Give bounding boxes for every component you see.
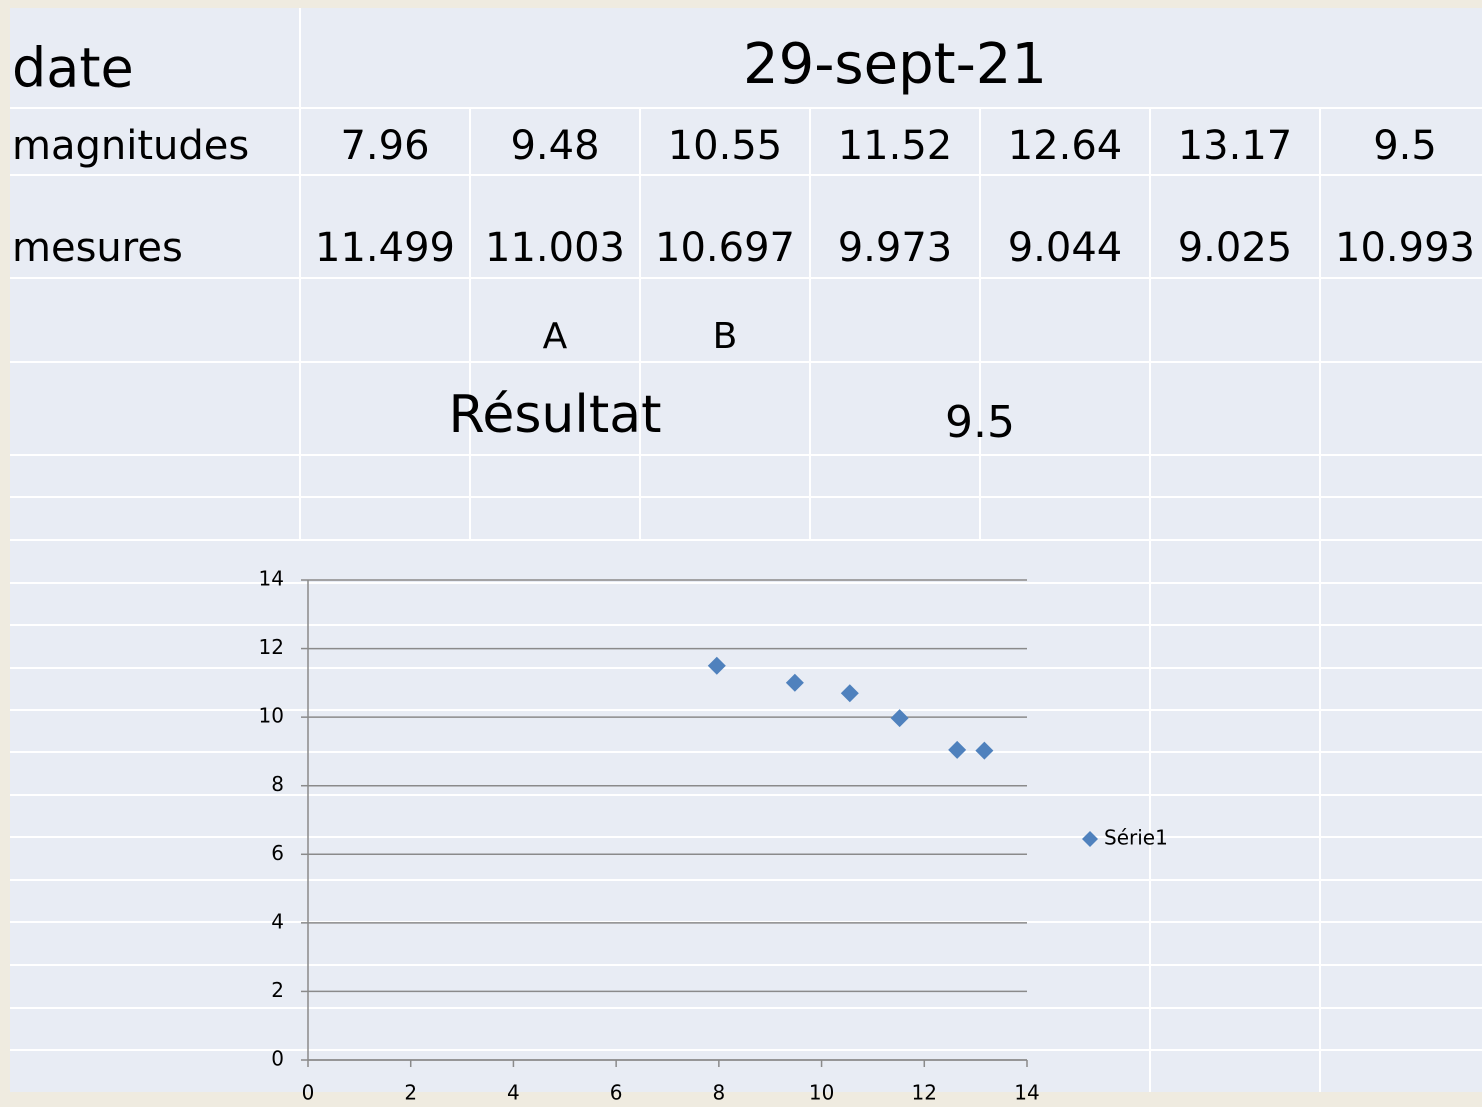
data-point	[975, 741, 994, 760]
y-tick-label: 6	[271, 841, 284, 865]
cell-value: 11.52	[838, 123, 953, 169]
cell-value: 11.499	[315, 225, 455, 271]
cell-value: 9.973	[838, 225, 953, 271]
x-tick-label: 6	[610, 1081, 623, 1105]
data-point	[890, 709, 909, 728]
marker-label: B	[713, 316, 738, 357]
data-point	[707, 656, 726, 675]
cell-value: 9.5	[1373, 123, 1437, 169]
x-tick-label: 10	[809, 1081, 834, 1105]
cell-value: 9.025	[1178, 225, 1293, 271]
sheet-content: date 29-sept-21 magnitudes 7.96 9.48 10.55 11.…	[12, 32, 1475, 448]
cell-value: 10.697	[655, 225, 795, 271]
y-tick-label: 10	[259, 704, 284, 728]
cell-value: 9.48	[510, 123, 599, 169]
data-point	[785, 673, 804, 692]
y-tick-label: 4	[271, 909, 284, 933]
legend-label: Série1	[1104, 826, 1168, 850]
y-tick-label: 14	[259, 567, 284, 591]
x-tick-label: 8	[712, 1081, 725, 1105]
chart: 0 2 4 6 8 10 12 14 0 2 4 6 8 10 12 14 Série1	[259, 567, 1168, 1105]
date-value: 29-sept-21	[743, 32, 1047, 97]
row-label: mesures	[12, 225, 183, 271]
data-point	[948, 740, 967, 759]
cell-grid	[10, 8, 1482, 1092]
x-tick-label: 4	[507, 1081, 520, 1105]
marker-label: A	[543, 316, 568, 357]
x-tick-label: 0	[302, 1081, 315, 1105]
sheet-background	[10, 8, 1482, 1092]
y-tick-label: 2	[271, 978, 284, 1002]
cell-value: 13.17	[1178, 123, 1293, 169]
result-value: 9.5	[945, 397, 1015, 448]
y-tick-label: 8	[271, 772, 284, 796]
x-tick-label: 12	[912, 1081, 937, 1105]
y-tick-label: 12	[259, 635, 284, 659]
x-tick-label: 2	[404, 1081, 417, 1105]
result-label: Résultat	[449, 385, 662, 445]
cell-value: 9.044	[1008, 225, 1123, 271]
date-label: date	[12, 37, 134, 100]
x-tick-label: 14	[1014, 1081, 1039, 1105]
cell-value: 7.96	[340, 123, 429, 169]
cell-value: 10.55	[668, 123, 783, 169]
legend-marker	[1082, 831, 1098, 847]
cell-value: 10.993	[1335, 225, 1475, 271]
y-tick-label: 0	[271, 1047, 284, 1071]
cell-value: 11.003	[485, 225, 625, 271]
data-point	[840, 684, 859, 703]
cell-value: 12.64	[1008, 123, 1123, 169]
row-label: magnitudes	[12, 123, 249, 169]
